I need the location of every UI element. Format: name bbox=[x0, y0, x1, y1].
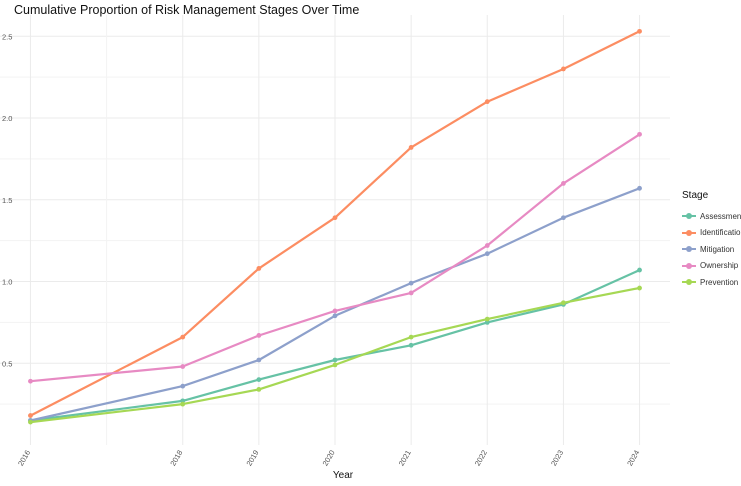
axis-labels: 0.5 1.0 1.5 2.0 2.5 2016 2018 2019 2020 2021 2022 2… bbox=[2, 32, 641, 467]
series-line bbox=[30, 269, 640, 422]
legend-key-icon bbox=[682, 277, 696, 287]
data-point bbox=[408, 145, 414, 150]
data-point bbox=[408, 280, 414, 286]
data-point bbox=[484, 99, 490, 105]
chart-title: Cumulative Proportion of Risk Management… bbox=[14, 3, 360, 17]
series-line bbox=[30, 286, 640, 424]
data-point bbox=[332, 313, 338, 319]
series-ownership bbox=[28, 131, 642, 384]
data-point bbox=[332, 308, 338, 314]
y-tick-label: 0.5 bbox=[2, 359, 12, 368]
series-identification bbox=[28, 28, 642, 418]
data-point bbox=[256, 377, 262, 383]
data-point bbox=[332, 215, 338, 221]
data-point bbox=[561, 181, 566, 186]
data-point bbox=[561, 66, 566, 72]
x-tick-label: 2018 bbox=[168, 449, 184, 468]
series-line bbox=[30, 133, 641, 383]
data-point bbox=[180, 364, 186, 369]
data-point bbox=[332, 362, 338, 368]
legend-label: Assessment bbox=[700, 211, 741, 221]
data-point bbox=[637, 28, 642, 34]
x-tick-label: 2016 bbox=[16, 449, 32, 468]
x-tick-label: 2023 bbox=[549, 449, 565, 468]
x-tick-label: 2019 bbox=[244, 449, 260, 468]
data-point bbox=[256, 266, 262, 271]
data-point bbox=[484, 251, 490, 257]
legend-key-icon bbox=[682, 261, 696, 271]
series-prevention bbox=[28, 285, 642, 425]
x-tick-label: 2024 bbox=[625, 449, 641, 468]
legend-label: Identification bbox=[700, 228, 741, 238]
data-point bbox=[484, 243, 490, 248]
y-tick-label: 1.5 bbox=[2, 196, 12, 205]
x-tick-label: 2022 bbox=[473, 449, 489, 468]
data-point bbox=[408, 290, 414, 296]
data-point bbox=[484, 316, 490, 322]
data-point bbox=[637, 131, 642, 137]
data-point bbox=[256, 387, 262, 392]
data-point bbox=[332, 357, 338, 363]
data-point bbox=[408, 334, 414, 340]
data-point bbox=[561, 215, 566, 221]
legend-key-icon bbox=[682, 211, 696, 221]
data-point bbox=[180, 383, 186, 389]
series-lines bbox=[28, 28, 642, 425]
data-point bbox=[561, 300, 566, 306]
legend-item: Identification bbox=[682, 225, 741, 242]
legend-label: Ownership bbox=[700, 261, 739, 271]
data-point bbox=[637, 285, 642, 291]
data-point bbox=[28, 413, 33, 418]
data-point bbox=[180, 334, 186, 340]
legend-item: Assessment bbox=[682, 208, 741, 225]
data-point bbox=[256, 333, 262, 338]
data-point bbox=[256, 357, 262, 363]
legend-label: Prevention bbox=[700, 277, 739, 287]
legend-item: Mitigation bbox=[682, 241, 741, 258]
legend-item: Ownership bbox=[682, 258, 741, 275]
x-tick-label: 2021 bbox=[397, 449, 413, 468]
y-tick-label: 2.0 bbox=[2, 114, 12, 123]
legend-key-icon bbox=[682, 228, 696, 238]
data-point bbox=[408, 342, 414, 348]
legend: Stage Assessment Identification Mitigation… bbox=[682, 190, 741, 291]
data-point bbox=[637, 267, 642, 273]
y-tick-label: 2.5 bbox=[2, 32, 12, 41]
series-line bbox=[29, 30, 640, 417]
legend-item: Prevention bbox=[682, 274, 741, 291]
data-point bbox=[637, 185, 642, 191]
legend-title: Stage bbox=[682, 190, 709, 201]
x-tick-label: 2020 bbox=[321, 449, 337, 468]
series-line bbox=[30, 187, 640, 422]
data-point bbox=[28, 419, 33, 425]
data-point bbox=[180, 401, 186, 407]
legend-key-icon bbox=[682, 244, 696, 254]
legend-label: Mitigation bbox=[700, 244, 735, 254]
y-tick-label: 1.0 bbox=[2, 278, 12, 287]
x-axis-label: Year bbox=[333, 470, 354, 481]
data-point bbox=[28, 378, 33, 384]
